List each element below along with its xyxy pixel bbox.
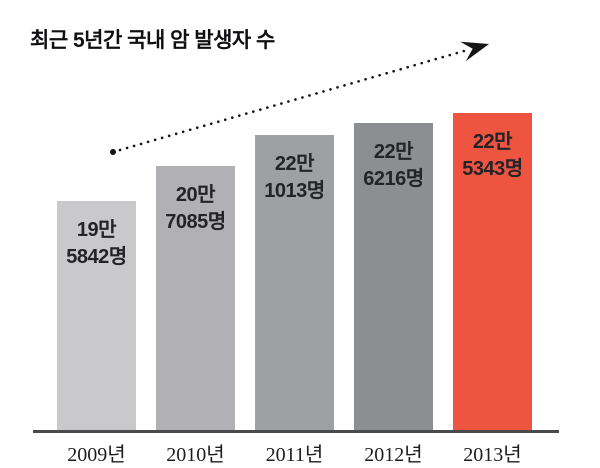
bar-2013: 22만 5343명 [453,113,532,430]
bar-2012-value-line2: 6216명 [363,168,424,190]
x-axis-line [33,430,559,433]
bar-2010-value-line1: 20만 [175,184,216,206]
chart-title: 최근 5년간 국내 암 발생자 수 [30,29,275,53]
x-tick-2009: 2009년 [67,444,126,466]
bar-2011: 22만 1013명 [255,135,334,430]
trend-arrow-head [460,41,489,62]
bar-2009-value-line2: 5842명 [66,246,127,268]
bar-2011-value-line1: 22만 [274,153,315,175]
bar-2012: 22만 6216명 [354,123,433,430]
bar-2011-value-line2: 1013명 [264,180,325,202]
x-tick-2013: 2013년 [463,444,522,466]
bar-2013-value-line1: 22만 [472,131,513,153]
x-tick-2012: 2012년 [364,444,423,466]
bar-2012-value-line1: 22만 [373,141,414,163]
bar-2009: 19만 5842명 [57,201,136,430]
bar-2013-value-line2: 5343명 [462,158,523,180]
x-tick-2011: 2011년 [265,444,324,466]
bar-2010-value-line2: 7085명 [165,211,226,233]
bar-2009-value-line1: 19만 [76,219,117,241]
x-tick-2010: 2010년 [166,444,225,466]
bar-2010: 20만 7085명 [156,166,235,430]
trend-arrow-start-dot [110,149,116,155]
